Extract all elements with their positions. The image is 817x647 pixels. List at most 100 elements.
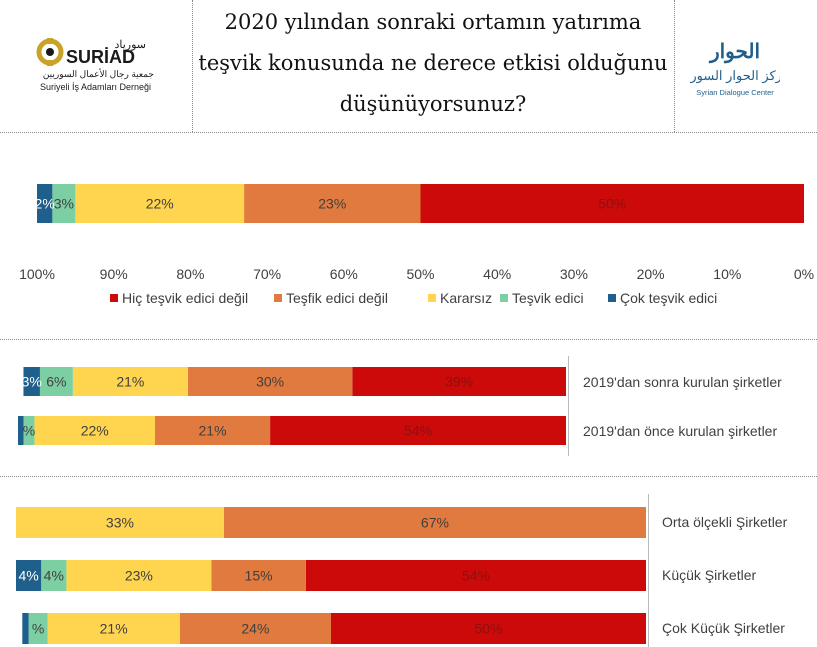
category-label: 2019'dan sonra kurulan şirketler bbox=[583, 374, 782, 390]
bar-hi-te-vik-edici-de-il-0 bbox=[420, 184, 804, 223]
x-tick-label: 40% bbox=[483, 266, 511, 282]
header-divider-left bbox=[192, 0, 193, 132]
category-divider-3 bbox=[648, 494, 649, 647]
x-tick-label: 10% bbox=[713, 266, 741, 282]
title-line-2: teşvik konusunda ne derece etkisi olduğu… bbox=[198, 51, 668, 75]
legend-swatch bbox=[428, 294, 436, 302]
title-line-1: 2020 yılından sonraki ortamın yatırıma bbox=[224, 10, 642, 34]
x-tick-label: 30% bbox=[560, 266, 588, 282]
x-tick-label: 50% bbox=[406, 266, 434, 282]
data-label-te-fik-edici-de-il-0: 67% bbox=[421, 515, 449, 531]
data-label-te-fik-edici-de-il-0: 23% bbox=[318, 196, 346, 212]
section-divider-1 bbox=[0, 132, 817, 133]
x-axis-ticks: 100% 90% 80% 70% 60% 50% 40% 30% 20% 10% 0% bbox=[19, 266, 814, 282]
legend: Hiç teşvik edici değil Teşfik edici değil… bbox=[110, 290, 717, 306]
section-divider-2 bbox=[0, 339, 817, 340]
legend-label: Hiç teşvik edici değil bbox=[122, 290, 248, 306]
chart-overall: 50% 23% 22% 3%2% 100% 90% 80% 70% 60% 50% 40% 30% 2… bbox=[19, 184, 814, 306]
category-label: Orta ölçekli Şirketler bbox=[662, 514, 788, 530]
category-label: 2019'dan önce kurulan şirketler bbox=[583, 423, 777, 439]
data-label-karars-z-0: 33% bbox=[106, 515, 134, 531]
bar-te-fik-edici-de-il-1 bbox=[155, 416, 271, 445]
section-divider-3 bbox=[0, 476, 817, 477]
bar-te-fik-edici-de-il-0 bbox=[223, 507, 646, 538]
data-label-te-fik-edici-de-il-1: 15% bbox=[245, 568, 273, 584]
data-label-hi-te-vik-edici-de-il-0: 39% bbox=[445, 374, 473, 390]
chart-title: 2020 yılından sonraki ortamın yatırıma t… bbox=[194, 2, 672, 130]
suriad-turkish-subtitle: Suriyeli İş Adamları Derneği bbox=[40, 82, 151, 92]
bar-karars-z-0 bbox=[72, 367, 188, 396]
data-label-hi-te-vik-edici-de-il-1: 54% bbox=[404, 423, 432, 439]
data-label-karars-z-0: 22% bbox=[146, 196, 174, 212]
category-label: Küçük Şirketler bbox=[662, 567, 756, 583]
chart-founding-date: 39% 30% 21% 6%3% 54% 21% 22%% 2019'dan sonra k… bbox=[18, 367, 782, 445]
bar-hi-te-vik-edici-de-il-1 bbox=[305, 560, 646, 591]
bars-founding-date: 39% 30% 21% 6%3% 54% 21% 22%% bbox=[18, 367, 566, 445]
legend-label: Teşvik edici bbox=[512, 290, 584, 306]
legend-label: Çok teşvik edici bbox=[620, 290, 717, 306]
suriad-wordmark: SURİAD bbox=[66, 47, 135, 67]
x-tick-label: 100% bbox=[19, 266, 55, 282]
bar-karars-z-1 bbox=[34, 416, 155, 445]
data-label-te-vik-edici-1: 4% bbox=[44, 568, 64, 584]
data-label-hi-te-vik-edici-de-il-1: 54% bbox=[462, 568, 490, 584]
legend-label: Kararsız bbox=[440, 290, 492, 306]
x-tick-label: 0% bbox=[794, 266, 814, 282]
data-label-karars-z-0: 21% bbox=[116, 374, 144, 390]
category-divider-2 bbox=[568, 356, 569, 456]
data-label-ok-te-vik-edici-0: 3% bbox=[22, 374, 42, 390]
legend-item-hi-te-vik-edici-de-il: Hiç teşvik edici değil bbox=[110, 290, 248, 306]
bar-te-vik-edici-0 bbox=[52, 184, 76, 223]
bars-overall: 50% 23% 22% 3%2% bbox=[35, 184, 804, 223]
data-label-karars-z-1: 23% bbox=[125, 568, 153, 584]
chart-company-size: 67% 33% 54% 15% 23% 4% 4% 50% 24% 21%% Orta ölçek… bbox=[16, 507, 788, 644]
bar-hi-te-vik-edici-de-il-1 bbox=[270, 416, 566, 445]
bar-te-fik-edici-de-il-0 bbox=[187, 367, 353, 396]
data-label-ok-te-vik-edici-1: 4% bbox=[18, 568, 38, 584]
category-labels-founding-date: 2019'dan sonra kurulan şirketler 2019'dan… bbox=[583, 374, 782, 439]
x-tick-label: 60% bbox=[330, 266, 358, 282]
data-label-te-fik-edici-de-il-0: 30% bbox=[256, 374, 284, 390]
bar-te-vik-edici-2 bbox=[28, 613, 48, 644]
dialogue-arabic-mark: الحوار bbox=[708, 41, 760, 64]
bar-ok-te-vik-edici-2 bbox=[22, 613, 29, 644]
x-tick-label: 70% bbox=[253, 266, 281, 282]
bar-hi-te-vik-edici-de-il-2 bbox=[331, 613, 646, 644]
data-label-karars-z-1: 22% bbox=[81, 423, 109, 439]
legend-swatch bbox=[608, 294, 616, 302]
suriad-logo: سورياد SURİAD جمعية رجال الأعمال السوريي… bbox=[36, 38, 154, 92]
bar-karars-z-1 bbox=[66, 560, 212, 591]
data-label-te-fik-edici-de-il-2: 24% bbox=[241, 621, 269, 637]
bar-te-vik-edici-1 bbox=[23, 416, 35, 445]
category-labels-company-size: Orta ölçekli Şirketler Küçük Şirketler Çok… bbox=[662, 514, 788, 636]
bar-ok-te-vik-edici-1 bbox=[18, 416, 24, 445]
dialogue-arabic-subtitle: مركز الحوار السوري bbox=[690, 68, 780, 84]
bar-karars-z-2 bbox=[47, 613, 180, 644]
header-divider-right bbox=[674, 0, 675, 132]
data-label-te-vik-edici-0: 3% bbox=[54, 196, 74, 212]
bar-te-fik-edici-de-il-1 bbox=[211, 560, 306, 591]
legend-label: Teşfik edici değil bbox=[286, 290, 388, 306]
x-tick-label: 20% bbox=[637, 266, 665, 282]
suriad-arabic-name: سورياد bbox=[114, 39, 146, 51]
suriad-arabic-subtitle: جمعية رجال الأعمال السوريين bbox=[43, 68, 154, 80]
legend-item-ok-te-vik-edici: Çok teşvik edici bbox=[608, 290, 717, 306]
bar-ok-te-vik-edici-0 bbox=[23, 367, 40, 396]
bars-company-size: 67% 33% 54% 15% 23% 4% 4% 50% 24% 21%% bbox=[16, 507, 646, 644]
dialogue-english-subtitle: Syrian Dialogue Center bbox=[696, 88, 774, 97]
title-line-3: düşünüyorsunuz? bbox=[339, 92, 527, 116]
legend-item-te-vik-edici: Teşvik edici bbox=[500, 290, 584, 306]
bar-te-vik-edici-0 bbox=[39, 367, 73, 396]
data-label-hi-te-vik-edici-de-il-2: 50% bbox=[474, 621, 502, 637]
category-label: Çok Küçük Şirketler bbox=[662, 620, 785, 636]
data-label-ok-te-vik-edici-0: 2% bbox=[35, 196, 55, 212]
data-label-karars-z-2: 21% bbox=[100, 621, 128, 637]
bar-hi-te-vik-edici-de-il-0 bbox=[352, 367, 566, 396]
data-label-hi-te-vik-edici-de-il-0: 50% bbox=[598, 196, 626, 212]
x-tick-label: 80% bbox=[176, 266, 204, 282]
legend-swatch bbox=[500, 294, 508, 302]
legend-item-karars-z: Kararsız bbox=[428, 290, 492, 306]
bar-ok-te-vik-edici-0 bbox=[37, 184, 53, 223]
suriad-emblem-icon bbox=[36, 38, 64, 66]
data-label-te-vik-edici-0: 6% bbox=[46, 374, 66, 390]
